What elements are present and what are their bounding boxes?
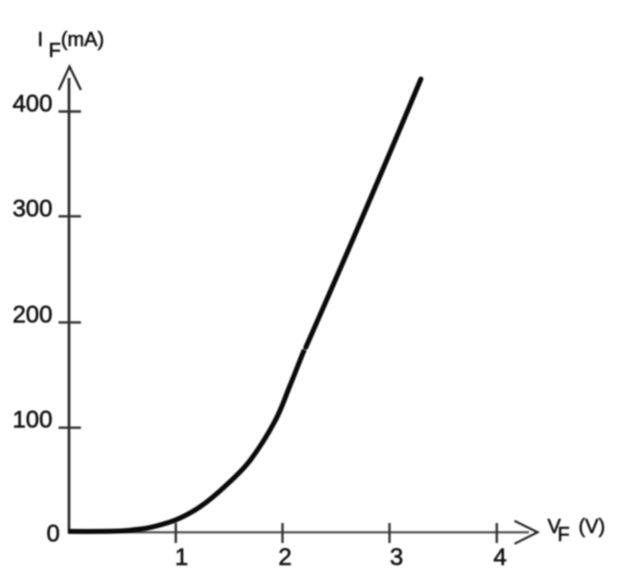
svg-text:2: 2 — [278, 544, 291, 571]
svg-text:4: 4 — [493, 544, 506, 571]
svg-text:300: 300 — [12, 196, 52, 223]
svg-text:3: 3 — [390, 544, 403, 571]
svg-text:100: 100 — [12, 407, 52, 434]
svg-text:400: 400 — [12, 91, 52, 118]
svg-text:(V): (V) — [579, 516, 606, 538]
svg-text:200: 200 — [12, 302, 52, 329]
svg-text:V: V — [548, 516, 562, 538]
svg-text:F: F — [558, 524, 570, 546]
svg-text:1: 1 — [175, 544, 188, 571]
svg-text:0: 0 — [46, 521, 59, 548]
